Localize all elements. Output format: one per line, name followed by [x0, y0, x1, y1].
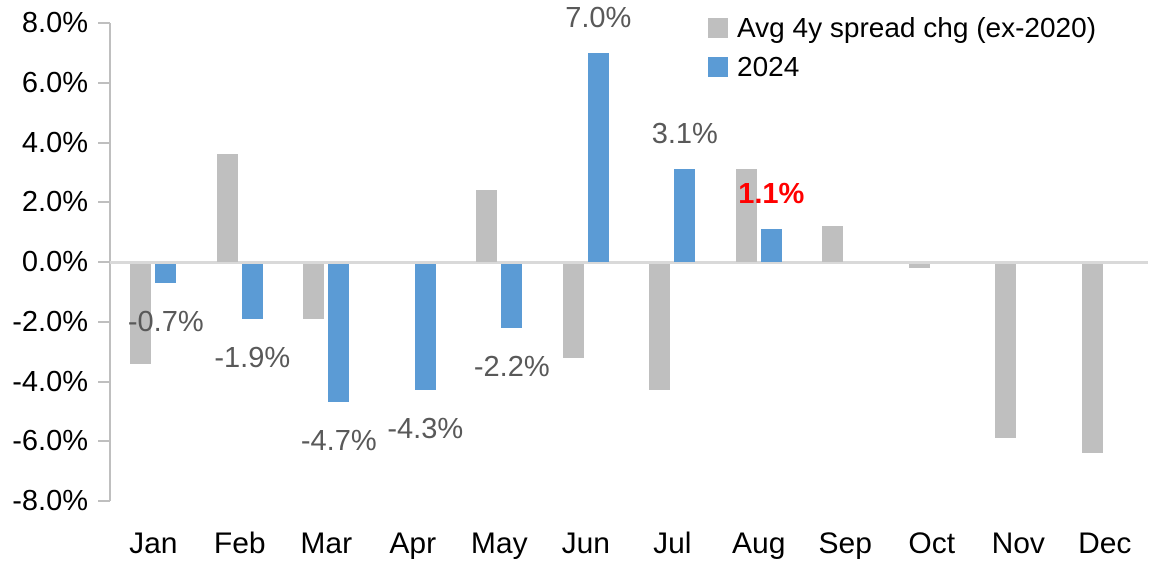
bar-2024-jun — [587, 52, 609, 262]
x-axis-label-jan: Jan — [129, 527, 178, 560]
bar-avg-jul — [649, 263, 671, 391]
y-axis-tick-label: -6.0% — [12, 425, 88, 458]
x-axis-label-dec: Dec — [1078, 527, 1132, 560]
bar-avg-jan — [130, 263, 152, 364]
data-label-aug: 1.1% — [738, 178, 805, 211]
x-axis-label-jul: Jul — [653, 527, 692, 560]
y-axis-tick-label: 4.0% — [21, 126, 88, 159]
x-axis-label-jun: Jun — [561, 527, 610, 560]
bar-avg-aug — [735, 169, 757, 262]
bar-avg-may — [476, 190, 498, 262]
bar-avg-sep — [822, 226, 844, 262]
legend-label-avg-spread: Avg 4y spread chg (ex-2020) — [737, 12, 1097, 43]
y-tick-mark — [98, 320, 110, 323]
x-axis-label-aug: Aug — [732, 527, 786, 560]
x-axis-label-oct: Oct — [908, 527, 956, 560]
bar-2024-aug — [760, 229, 782, 262]
x-axis-label-mar: Mar — [300, 527, 353, 560]
y-axis-tick-label: 0.0% — [21, 246, 88, 278]
legend-swatch-blue — [708, 57, 728, 77]
y-tick-mark — [98, 141, 110, 144]
y-tick-mark — [98, 500, 110, 502]
y-axis-tick-label: -2.0% — [12, 305, 88, 338]
bar-avg-oct — [908, 263, 930, 268]
legend-item-2024: 2024 — [708, 51, 1096, 83]
y-tick-mark — [98, 81, 110, 84]
y-tick-mark — [98, 440, 110, 443]
zero-axis-line — [110, 260, 1148, 264]
legend-item-avg-spread: Avg 4y spread chg (ex-2020) — [708, 12, 1096, 44]
y-axis-tick-label: -8.0% — [12, 485, 88, 517]
y-tick-mark — [98, 380, 110, 383]
y-tick-mark — [98, 201, 110, 204]
data-label-jul: 3.1% — [651, 118, 718, 151]
bar-2024-apr — [414, 263, 436, 391]
bar-2024-jan — [155, 263, 177, 283]
data-label-may: -2.2% — [473, 350, 550, 383]
data-label-mar: -4.7% — [300, 425, 377, 458]
x-axis-label-sep: Sep — [818, 527, 872, 560]
x-axis-label-nov: Nov — [991, 527, 1045, 560]
legend-label-2024: 2024 — [737, 51, 800, 82]
legend-swatch-gray — [708, 18, 728, 38]
y-tick-mark — [98, 261, 110, 263]
x-axis-label-apr: Apr — [389, 527, 437, 560]
legend: Avg 4y spread chg (ex-2020) 2024 — [708, 12, 1096, 83]
data-label-apr: -4.3% — [387, 413, 464, 446]
bar-avg-nov — [995, 263, 1017, 439]
data-label-jun: 7.0% — [565, 1, 632, 34]
bar-2024-may — [501, 263, 523, 328]
y-axis-tick-label: 8.0% — [21, 7, 88, 39]
data-label-jan: -0.7% — [127, 305, 204, 338]
y-axis-tick-label: -4.0% — [12, 365, 88, 398]
bar-2024-feb — [241, 263, 263, 319]
y-axis-tick-label: 6.0% — [21, 66, 88, 99]
data-label-feb: -1.9% — [214, 341, 291, 374]
x-axis-label-feb: Feb — [213, 527, 266, 560]
bar-avg-dec — [1081, 263, 1103, 454]
y-tick-mark — [98, 22, 110, 24]
bar-avg-mar — [303, 263, 325, 319]
x-axis-label-may: May — [470, 527, 528, 560]
bar-avg-feb — [216, 154, 238, 262]
bar-avg-jun — [562, 263, 584, 358]
bar-2024-mar — [328, 263, 350, 403]
y-axis-tick-label: 2.0% — [21, 186, 88, 219]
bar-2024-jul — [674, 169, 696, 262]
